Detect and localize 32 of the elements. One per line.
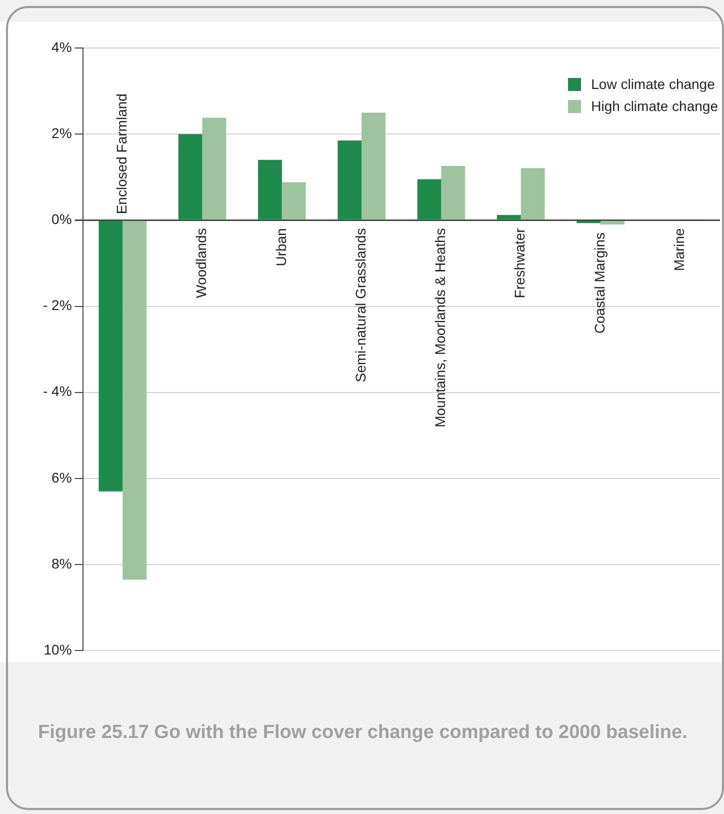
bar [282,182,306,220]
legend-label: Low climate change [591,76,715,92]
y-tick-label: 10% [44,641,72,658]
y-tick-label: 8% [52,555,72,572]
x-tick-label: Mountains, Moorlands & Heaths [432,228,448,428]
x-tick-label: Freshwater [512,228,528,298]
bar [441,166,466,220]
y-tick-label: 2% [52,124,72,141]
caption: Figure 25.17 Go with the Flow cover change compared to 2000 baseline. [38,722,688,744]
bar [122,220,147,580]
x-tick-label: Semi-natural Grasslands [352,228,368,382]
x-tick-label: Woodlands [193,228,210,298]
y-tick-label: - 4% [42,383,72,400]
bar [362,112,386,220]
x-tick-label: Marine [671,228,688,271]
bar [178,134,202,220]
bar [98,220,123,492]
x-tick-label: Urban [272,228,289,266]
bar [202,118,226,220]
x-tick-label: Coastal Margins [591,232,608,334]
bar [258,160,282,220]
bar [417,179,442,220]
y-tick-label: 6% [52,469,72,486]
x-tick-label: Enclosed Farmland [113,94,130,214]
bar [496,215,521,220]
bar [600,220,624,224]
y-tick-label: 4% [52,38,72,55]
legend-label: High climate change [591,98,718,114]
bar [520,168,545,220]
y-tick-label: 0% [52,211,72,228]
y-tick-label: - 2% [42,297,72,314]
bar [338,140,362,220]
